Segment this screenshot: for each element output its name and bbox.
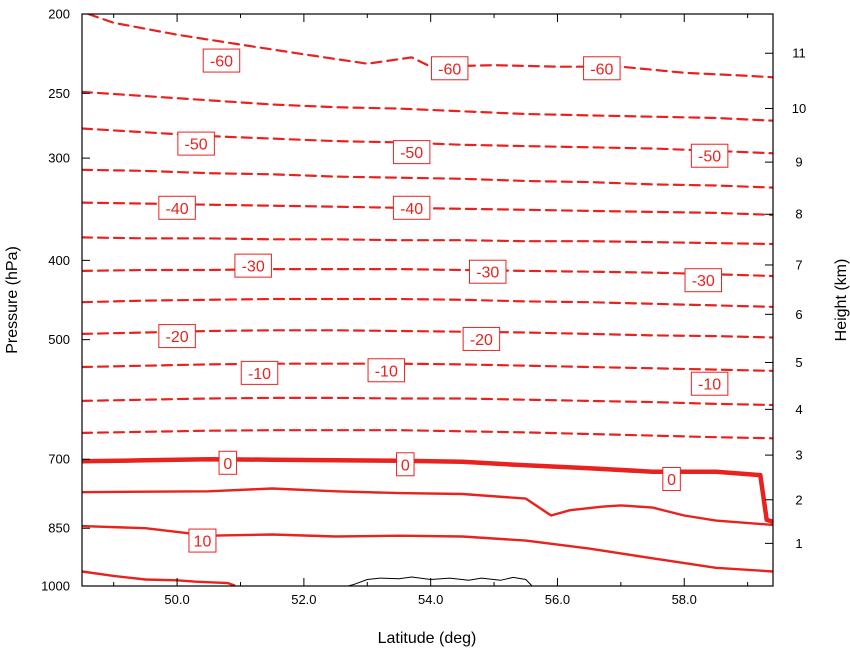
x-tick-label: 54.0 [418,592,443,607]
contour-label-box [158,324,196,349]
isotherm-minus20 [82,362,773,372]
contour-label: -10 [375,363,398,380]
pressure-tick-label: 300 [48,151,70,166]
contour-label: -50 [185,137,208,154]
contour-label: -30 [692,273,715,290]
contour-label-box [662,466,681,491]
isotherm-minus15 [82,396,773,407]
isotherm-minus45 [82,201,773,216]
height-tick-label: 5 [795,355,802,370]
contour-label: -60 [210,54,233,71]
pressure-tick-label: 400 [48,253,70,268]
terrain-layer [348,576,533,586]
x-axis-title: Latitude (deg) [378,630,477,647]
contour-label-box [468,259,507,284]
contour-label: -30 [476,265,499,282]
contour-label: 0 [401,457,410,474]
contour-label-box [396,452,415,477]
height-tick-label: 10 [792,101,806,116]
contour-label-box [684,268,723,293]
contour-label: 10 [194,534,212,551]
contour-label: -50 [400,145,423,162]
pressure-tick-label: 250 [48,86,70,101]
pressure-tick-label: 1000 [41,579,70,594]
x-tick-label: 52.0 [291,592,316,607]
contour-label-box [583,56,621,81]
pressure-tick-label: 200 [48,7,70,22]
height-tick-label: 6 [795,307,802,322]
contour-label: -10 [698,377,721,394]
height-tick-label: 2 [795,492,802,507]
isotherm-minus50 [82,168,773,189]
isotherm-minus25 [82,329,773,339]
contour-label: 0 [667,472,676,489]
contour-label: -40 [166,201,189,218]
y-axis-title-height: Height (km) [833,259,850,342]
contour-label-box [202,48,241,73]
height-tick-label: 4 [795,402,802,417]
pressure-tick-label: 500 [48,332,70,347]
axis-layer: 50.0 52.0 54.0 56.0 58.020025030040050070085… [41,7,806,608]
height-tick-label: 7 [795,257,802,272]
contour-label: -30 [242,259,265,276]
x-tick-label: 56.0 [545,592,570,607]
pressure-tick-label: 700 [48,452,70,467]
contour-label-box [177,131,215,156]
isotherm-5 [82,487,773,527]
contour-label-box [158,195,196,220]
contour-label: -50 [698,149,721,166]
pressure-tick-label: 850 [48,521,70,536]
contour-label-layer: -60 -60 -60 -50 -50 -50 -40 -40 -30 -30 -30 -20 -20 -… [158,48,729,553]
contour-label-box [462,326,501,351]
contour-label: -20 [166,329,189,346]
contour-label-box [690,143,729,168]
isotherm-minus40 [82,236,773,246]
isotherm-minus10 [82,429,773,440]
contour-label-box [392,195,431,220]
isotherm-minus65 [87,14,773,79]
contour-label-box [240,360,279,385]
plot-frame [81,13,774,587]
contour-label-box [367,358,406,383]
height-tick-label: 9 [795,155,802,170]
terrain-outline [348,576,533,586]
height-tick-label: 3 [795,448,802,463]
contour-label-box [690,371,729,396]
contour-label-box [218,450,238,475]
height-tick-label: 8 [795,207,802,222]
contour-label: -40 [400,201,423,218]
contour-label: -60 [590,61,613,78]
contour-label-box [234,253,272,278]
contour-label-box [430,56,469,81]
contour-label: -60 [438,61,461,78]
contour-label: -20 [470,332,493,349]
x-tick-label: 58.0 [672,592,697,607]
contour-label: 0 [223,456,232,473]
contour-label-box [188,528,217,553]
contour-label-box [392,140,431,165]
isotherm-minus30 [82,297,773,308]
isotherm-minus35 [82,268,773,278]
contour-label: -10 [248,366,271,383]
x-tick-label: 50.0 [164,592,189,607]
isotherm-minus60 [82,90,773,122]
y-axis-title-pressure: Pressure (hPa) [4,246,21,354]
height-tick-label: 11 [792,46,806,61]
height-tick-label: 1 [795,536,802,551]
